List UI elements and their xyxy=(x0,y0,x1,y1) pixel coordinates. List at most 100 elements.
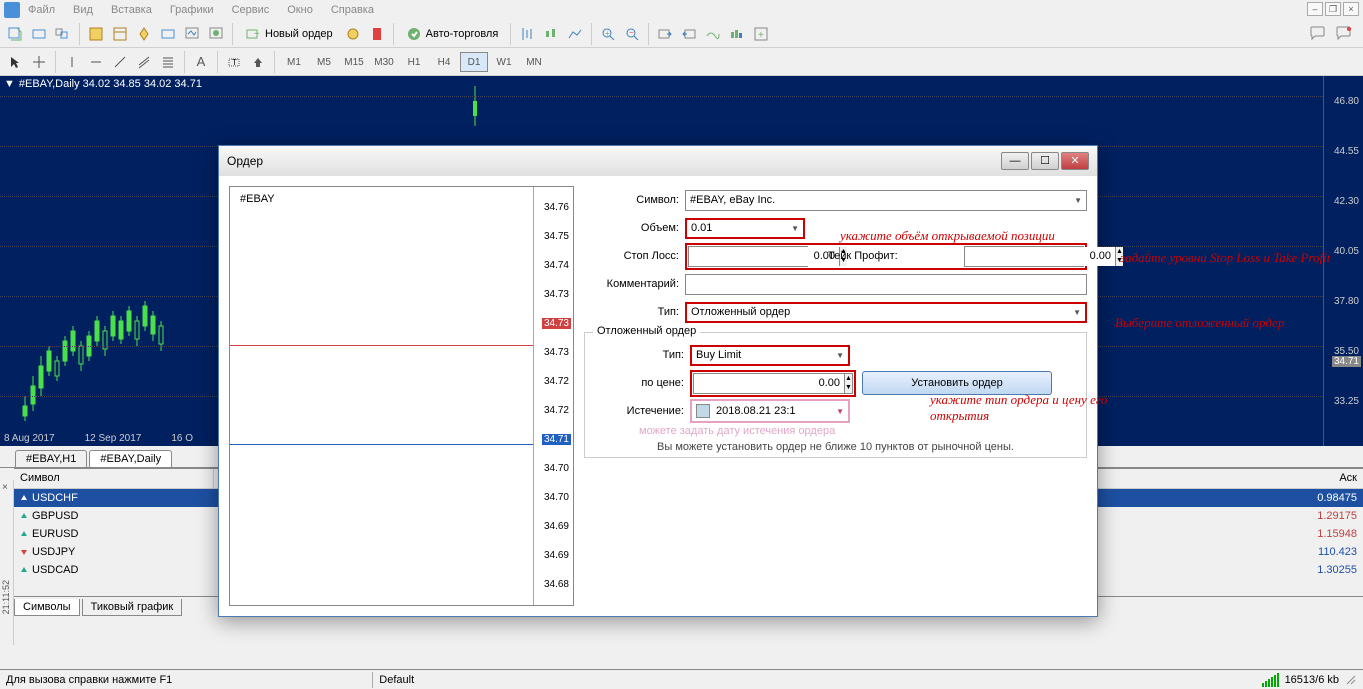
tb-cursor-icon[interactable] xyxy=(4,51,26,73)
menu-insert[interactable]: Вставка xyxy=(111,4,152,16)
tb-periods-icon[interactable] xyxy=(726,23,748,45)
signal-bars-icon xyxy=(1262,673,1279,687)
tb-arrows-icon[interactable] xyxy=(247,51,269,73)
tb-strategy-tester-icon[interactable] xyxy=(181,23,203,45)
tb-templates-icon[interactable]: + xyxy=(750,23,772,45)
order-mini-chart: #EBAY 34.7634.7534.7434.7334.7334.7334.7… xyxy=(229,186,574,606)
tb-zoomout-icon[interactable]: − xyxy=(621,23,643,45)
menu-bar: Файл Вид Вставка Графики Сервис Окно Спр… xyxy=(0,0,1363,20)
tb-data-window-icon[interactable] xyxy=(109,23,131,45)
pending-type-select[interactable]: Buy Limit xyxy=(690,345,850,366)
status-profile: Default xyxy=(379,674,414,686)
timeframe-h1[interactable]: H1 xyxy=(400,52,428,72)
timeframe-w1[interactable]: W1 xyxy=(490,52,518,72)
tb-fibo-icon[interactable] xyxy=(157,51,179,73)
comment-input[interactable] xyxy=(685,274,1087,295)
app-icon xyxy=(4,2,20,18)
mdi-window-controls: – ❐ × xyxy=(1307,2,1359,16)
tb-options-icon[interactable] xyxy=(366,23,388,45)
menu-charts[interactable]: Графики xyxy=(170,4,214,16)
svg-text:+: + xyxy=(605,29,610,38)
svg-text:T: T xyxy=(232,58,237,67)
svg-text:+: + xyxy=(758,30,764,41)
tb-crosshair-icon[interactable] xyxy=(28,51,50,73)
chart-title: ▼#EBAY,Daily 34.02 34.85 34.02 34.71 xyxy=(4,78,202,90)
expiry-input[interactable]: 2018.08.21 23:1 xyxy=(690,399,850,423)
menu-window[interactable]: Окно xyxy=(287,4,313,16)
price-input[interactable]: ▲▼ xyxy=(693,373,853,394)
menu-view[interactable]: Вид xyxy=(73,4,93,16)
tb-navigator-icon[interactable] xyxy=(133,23,155,45)
status-help-text: Для вызова справки нажмите F1 xyxy=(6,674,172,686)
expiry-checkbox[interactable] xyxy=(696,404,710,418)
distance-note: Вы можете установить ордер не ближе 10 п… xyxy=(589,441,1082,453)
tb-trendline-icon[interactable] xyxy=(109,51,131,73)
timeframe-m15[interactable]: M15 xyxy=(340,52,368,72)
tab-ebay-h1[interactable]: #EBAY,H1 xyxy=(15,450,87,467)
annotation-pending: Выберите отложенный ордер xyxy=(1115,315,1355,331)
status-connection: 16513/6 kb xyxy=(1285,674,1339,686)
panel-close-icon[interactable]: × xyxy=(2,482,8,493)
autotrade-button[interactable]: Авто-торговля xyxy=(399,23,506,45)
tb-bars-icon[interactable] xyxy=(516,23,538,45)
tb-window-icon[interactable] xyxy=(52,23,74,45)
mdi-close[interactable]: × xyxy=(1343,2,1359,16)
timeframe-m1[interactable]: M1 xyxy=(280,52,308,72)
timeframe-m5[interactable]: M5 xyxy=(310,52,338,72)
status-bar: Для вызова справки нажмите F1 Default 16… xyxy=(0,669,1363,689)
tb-terminal-icon[interactable] xyxy=(157,23,179,45)
timeframe-m30[interactable]: M30 xyxy=(370,52,398,72)
tb-indicators-icon[interactable] xyxy=(702,23,724,45)
resize-grip-icon[interactable] xyxy=(1345,674,1357,686)
symbol-select[interactable]: #EBAY, eBay Inc. xyxy=(685,190,1087,211)
tb-vline-icon[interactable] xyxy=(61,51,83,73)
chart-dates: 8 Aug 2017 12 Sep 2017 16 O xyxy=(4,433,193,444)
order-dialog: Ордер — ☐ ✕ #EBAY 34.7634.7534.7434.7334… xyxy=(218,145,1098,617)
annotation-volume: укажите объём открываемой позиции xyxy=(840,228,1120,244)
dialog-titlebar[interactable]: Ордер — ☐ ✕ xyxy=(219,146,1097,176)
tb-market-watch-icon[interactable] xyxy=(85,23,107,45)
tb-new-chart-icon[interactable] xyxy=(4,23,26,45)
annotation-sltp: задайте уровни Stop Loss и Take Profit xyxy=(1120,250,1350,266)
tb-line-icon[interactable] xyxy=(564,23,586,45)
tab-tick-chart[interactable]: Тиковый график xyxy=(82,599,183,616)
tb-label-icon[interactable]: T xyxy=(223,51,245,73)
tb-hline-icon[interactable] xyxy=(85,51,107,73)
menu-file[interactable]: Файл xyxy=(28,4,55,16)
tb-strategy2-icon[interactable] xyxy=(205,23,227,45)
drawing-toolbar: A T M1M5M15M30H1H4D1W1MN xyxy=(0,48,1363,76)
annotation-type-price: укажите тип ордера и цену его открытия xyxy=(930,392,1130,424)
tb-text-icon[interactable]: A xyxy=(190,51,212,73)
tb-zoomin-icon[interactable]: + xyxy=(597,23,619,45)
dialog-minimize[interactable]: — xyxy=(1001,152,1029,170)
expiry-note: можете задать дату истечения ордера xyxy=(639,425,1082,437)
tab-ebay-daily[interactable]: #EBAY,Daily xyxy=(89,450,172,467)
svg-text:+: + xyxy=(254,29,260,40)
tb-channel-icon[interactable] xyxy=(133,51,155,73)
tb-candles-icon[interactable] xyxy=(540,23,562,45)
tb-autoscroll-icon[interactable] xyxy=(654,23,676,45)
tb-profiles-icon[interactable] xyxy=(28,23,50,45)
timeframe-mn[interactable]: MN xyxy=(520,52,548,72)
tb-shift-icon[interactable] xyxy=(678,23,700,45)
order-type-select[interactable]: Отложенный ордер xyxy=(685,302,1087,323)
market-watch-strip: 21:11:52 xyxy=(0,480,14,645)
stoploss-input[interactable]: ▲▼ xyxy=(688,246,808,267)
volume-input[interactable]: 0.01 xyxy=(685,218,805,239)
dialog-close[interactable]: ✕ xyxy=(1061,152,1089,170)
tb-chat2-icon[interactable] xyxy=(1333,23,1355,45)
mdi-restore[interactable]: ❐ xyxy=(1325,2,1341,16)
timeframe-d1[interactable]: D1 xyxy=(460,52,488,72)
tb-chat-icon[interactable] xyxy=(1307,23,1329,45)
timeframe-h4[interactable]: H4 xyxy=(430,52,458,72)
takeprofit-input[interactable]: ▲▼ xyxy=(964,246,1084,267)
menu-help[interactable]: Справка xyxy=(331,4,374,16)
main-toolbar: + Новый ордер Авто-торговля + − + xyxy=(0,20,1363,48)
tab-symbols[interactable]: Символы xyxy=(14,599,80,616)
tb-metaeditor-icon[interactable] xyxy=(342,23,364,45)
svg-text:−: − xyxy=(629,28,634,37)
mdi-minimize[interactable]: – xyxy=(1307,2,1323,16)
new-order-button[interactable]: + Новый ордер xyxy=(238,23,340,45)
dialog-maximize[interactable]: ☐ xyxy=(1031,152,1059,170)
menu-service[interactable]: Сервис xyxy=(232,4,270,16)
